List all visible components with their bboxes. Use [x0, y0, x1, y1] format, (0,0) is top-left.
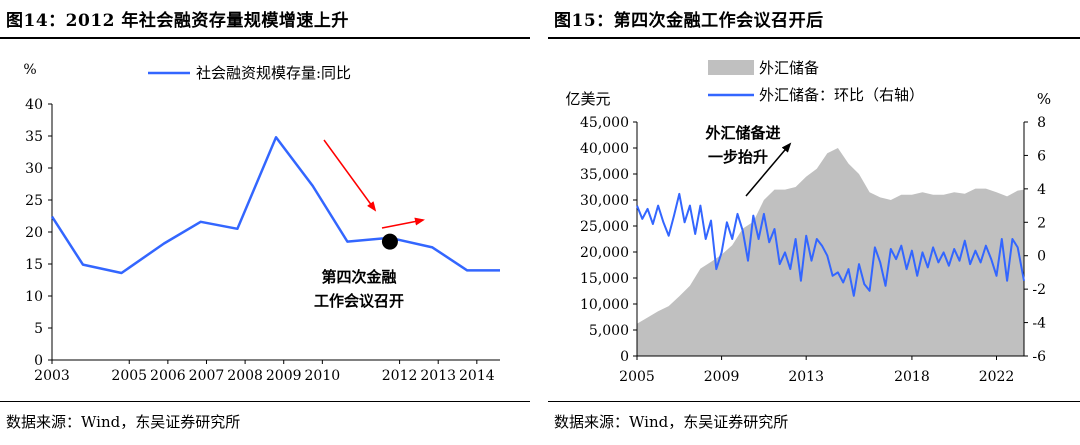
- left-y-tick-label: 5: [34, 321, 43, 337]
- right-legend-area-swatch: [708, 60, 754, 75]
- left-annotation-line-1: 第四次金融: [321, 268, 396, 286]
- left-x-tick-label: 2006: [150, 368, 186, 384]
- left-bottom-rule: [0, 401, 530, 402]
- left-legend-label: 社会融资规模存量:同比: [196, 64, 351, 82]
- right-y-left-tick-label: 45,000: [580, 115, 629, 131]
- left-y-tick-label: 10: [25, 289, 43, 305]
- left-x-tick-label: 2005: [111, 368, 147, 384]
- right-y-left-tick-label: 10,000: [580, 297, 629, 313]
- right-y-right-unit: %: [1037, 90, 1051, 108]
- left-y-unit: %: [23, 62, 36, 78]
- right-y-right-tick-label: -2: [1032, 282, 1046, 298]
- right-chart-source: 数据来源：Wind，东吴证券研究所: [554, 413, 789, 431]
- right-y-left-tick-label: 30,000: [580, 193, 629, 209]
- left-chart-panel: 图14：2012 年社会融资存量规模增速上升 0 5 10 15 20 25 30 35 40%…: [0, 0, 530, 445]
- right-y-right-tick-label: 8: [1037, 115, 1046, 131]
- right-x-tick-label: 2013: [788, 369, 824, 385]
- right-x-tick-label: 2022: [979, 369, 1015, 385]
- right-chart-panel: 图15：第四次金融工作会议召开后 0 5,000 10,000 15,000 20,00…: [548, 0, 1080, 445]
- right-x-tick-label: 2005: [619, 369, 655, 385]
- right-y-right-tick-label: 6: [1037, 148, 1046, 164]
- right-chart-title: 图15：第四次金融工作会议召开后: [554, 11, 824, 31]
- right-y-left-tick-label: 20,000: [580, 245, 629, 261]
- right-y-left-tick-label: 35,000: [580, 167, 629, 183]
- right-y-right-tick-label: 0: [1037, 249, 1046, 265]
- right-top-rule: [548, 37, 1080, 39]
- left-y-tick-label: 20: [25, 225, 43, 241]
- right-y-left-unit: 亿美元: [565, 90, 610, 108]
- right-annotation-line-1: 外汇储备进: [704, 124, 780, 142]
- right-bottom-rule: [548, 401, 1080, 402]
- left-x-tick-label: 2014: [459, 368, 495, 384]
- left-y-tick-label: 25: [25, 193, 43, 209]
- left-x-tick-label: 2013: [420, 368, 456, 384]
- left-annotation-line-2: 工作会议召开: [314, 292, 404, 310]
- left-x-tick-label: 2009: [266, 368, 302, 384]
- right-y-left-tick-label: 0: [620, 349, 629, 365]
- right-y-left-tick-label: 5,000: [589, 323, 629, 339]
- left-chart-plot: 0 5 10 15 20 25 30 35 40% 2003 2005 2006 2007 2008 200…: [23, 62, 500, 384]
- left-y-tick-label: 30: [25, 161, 43, 177]
- left-x-tick-label: 2012: [382, 368, 418, 384]
- left-marker-dot: [381, 233, 398, 250]
- right-chart-plot: 0 5,000 10,000 15,000 20,000 25,000 30,000 35,0…: [565, 59, 1051, 385]
- left-chart-title: 图14：2012 年社会融资存量规模增速上升: [6, 11, 349, 31]
- left-x-tick-label: 2010: [305, 368, 341, 384]
- left-chart-source: 数据来源：Wind，东吴证券研究所: [6, 413, 241, 431]
- right-legend-line-label: 外汇储备：环比（右轴）: [759, 86, 924, 104]
- right-annotation-arrow: [745, 142, 792, 197]
- right-y-right-tick-label: 2: [1037, 215, 1046, 231]
- left-y-tick-label: 15: [25, 257, 43, 273]
- left-y-tick-label: 0: [34, 353, 43, 369]
- right-x-tick-label: 2009: [704, 369, 740, 385]
- left-arrow-up: [381, 217, 425, 229]
- left-y-tick-label: 40: [25, 97, 43, 113]
- right-x-tick-label: 2018: [894, 369, 930, 385]
- left-x-tick-label: 2003: [34, 368, 70, 384]
- right-y-right-tick-label: 4: [1037, 182, 1046, 198]
- left-y-tick-label: 35: [25, 129, 43, 145]
- right-legend-area-label: 外汇储备: [759, 59, 819, 77]
- right-area-reserves: [637, 148, 1024, 356]
- left-arrow-down: [323, 139, 377, 212]
- right-y-left-tick-label: 40,000: [580, 141, 629, 157]
- left-x-tick-label: 2007: [189, 368, 225, 384]
- right-annotation-line-2: 一步抬升: [708, 148, 768, 166]
- left-top-rule: [0, 37, 530, 39]
- left-series-line: [50, 136, 500, 275]
- right-y-left-tick-label: 15,000: [580, 271, 629, 287]
- right-y-left-tick-label: 25,000: [580, 219, 629, 235]
- right-series-line: [636, 192, 1025, 297]
- right-y-right-tick-label: -6: [1032, 349, 1046, 365]
- right-y-right-tick-label: -4: [1032, 316, 1046, 332]
- left-x-tick-label: 2008: [227, 368, 263, 384]
